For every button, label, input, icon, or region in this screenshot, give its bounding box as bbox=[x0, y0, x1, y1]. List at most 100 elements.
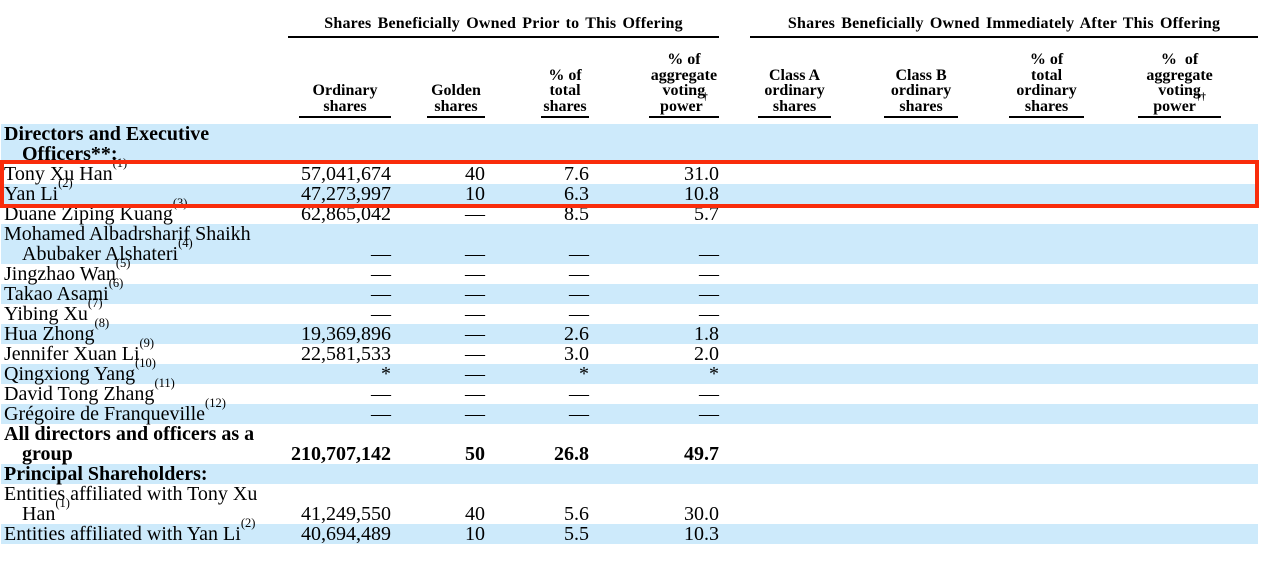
footnote-reference: (4) bbox=[178, 235, 193, 250]
cell-value bbox=[831, 464, 958, 484]
cell-value: 5.7 bbox=[694, 203, 720, 225]
column-header-0: Ordinary shares bbox=[288, 38, 391, 124]
row-label-line: Directors and Executive bbox=[4, 123, 210, 145]
column-header-6: % of total ordinary shares bbox=[958, 38, 1085, 124]
cell-value: 3.0 bbox=[564, 343, 589, 365]
cell-value bbox=[958, 284, 1084, 304]
cell-value: — bbox=[371, 303, 391, 325]
row-label-line: Jingzhao Wan(5) bbox=[4, 255, 131, 285]
footnote-reference: (2) bbox=[58, 175, 73, 190]
table-row: Qingxiong Yang(10) * — * * bbox=[1, 357, 1259, 385]
row-label: Principal Shareholders: bbox=[1, 464, 288, 484]
table-row: David Tong Zhang(11) — — — — bbox=[1, 375, 1258, 405]
table-row: Yan Li(2) 47,273,997 10 6.3 10.8 bbox=[1, 175, 1259, 205]
row-label-line: Tony Xu Han(1) bbox=[4, 155, 128, 185]
footnote-reference: (11) bbox=[154, 375, 175, 390]
cell-value bbox=[831, 124, 958, 164]
cell-value: — bbox=[699, 383, 720, 405]
cell-value bbox=[1084, 164, 1258, 184]
cell-value bbox=[958, 304, 1084, 324]
cell-value: * bbox=[709, 363, 720, 385]
cell-value bbox=[831, 164, 958, 184]
column-header-7: % of aggregate voting power†† bbox=[1084, 38, 1258, 124]
row-label: Grégoire de Franqueville(12) bbox=[1, 395, 288, 425]
cell-value: 40,694,489 bbox=[301, 523, 391, 545]
cell-value bbox=[958, 264, 1084, 284]
cell-value bbox=[958, 124, 1084, 164]
row-label-line: Yan Li(2) bbox=[4, 175, 73, 205]
cell-value: — bbox=[699, 403, 720, 425]
cell-value bbox=[589, 464, 719, 484]
cell-value bbox=[958, 524, 1084, 544]
beneficial-ownership-table: Shares Beneficially Owned Prior to This … bbox=[0, 14, 1259, 545]
cell-value bbox=[958, 324, 1084, 344]
cell-value bbox=[831, 324, 958, 344]
row-label-line: group bbox=[22, 443, 73, 465]
cell-value: — bbox=[569, 383, 589, 405]
footnote-marker: †† bbox=[1195, 92, 1206, 104]
row-label-line: Principal Shareholders: bbox=[4, 463, 208, 485]
cell-value bbox=[831, 224, 958, 264]
column-header-rule-3: % of aggregate voting power† bbox=[648, 52, 720, 118]
cell-value: 30.0 bbox=[684, 503, 720, 525]
cell-value: 22,581,533 bbox=[301, 343, 391, 365]
cell-value: 5.5 bbox=[564, 523, 589, 545]
table-row: Tony Xu Han(1) 57,041,674 40 7.6 31.0 bbox=[1, 155, 1258, 185]
cell-value bbox=[1084, 324, 1258, 344]
row-label: All directors and officers as a group bbox=[1, 424, 288, 464]
cell-value bbox=[1084, 464, 1258, 484]
cell-value bbox=[958, 364, 1084, 384]
cell-value: — bbox=[569, 403, 589, 425]
column-header-rule-2: % of total shares bbox=[541, 67, 589, 118]
cell-value: — bbox=[699, 303, 720, 325]
cell-value bbox=[831, 384, 958, 404]
cell-value bbox=[719, 424, 831, 464]
cell-value: 2.0 bbox=[694, 343, 720, 365]
cell-value bbox=[831, 524, 958, 544]
table-row: Entities affiliated with Tony Xu Han(1) 41… bbox=[1, 484, 1258, 524]
cell-value: — bbox=[465, 383, 485, 405]
cell-value bbox=[1084, 384, 1258, 404]
cell-value bbox=[1084, 304, 1258, 324]
footnote-reference: (2) bbox=[240, 515, 256, 530]
cell-value bbox=[958, 344, 1084, 364]
group-header-after-rule: Shares Beneficially Owned Immediately Af… bbox=[750, 14, 1259, 38]
cell-value bbox=[958, 484, 1084, 524]
row-label-line: Duane Ziping Kuang(3) bbox=[4, 195, 188, 225]
cell-value: — bbox=[699, 283, 720, 305]
row-label-line: Grégoire de Franqueville(12) bbox=[4, 395, 226, 425]
table-row: Duane Ziping Kuang(3) 62,865,042 — 8.5 5.7 bbox=[1, 195, 1258, 225]
cell-value bbox=[719, 124, 831, 164]
row-label-line: David Tong Zhang(11) bbox=[4, 375, 175, 405]
row-label: Mohamed Albadrsharif Shaikh Abubaker Alsh… bbox=[1, 224, 288, 264]
cell-value: — bbox=[371, 243, 391, 265]
cell-value bbox=[958, 404, 1084, 424]
cell-value: 49.7 bbox=[684, 443, 720, 465]
column-header-3: % of aggregate voting power† bbox=[589, 38, 720, 124]
cell-value: — bbox=[371, 383, 391, 405]
cell-value: 8.5 bbox=[564, 203, 589, 225]
footnote-reference: (1) bbox=[112, 155, 128, 170]
cell-value: * bbox=[381, 363, 391, 385]
row-label: Jennifer Xuan Li(9) bbox=[1, 337, 288, 364]
group-header-row: Shares Beneficially Owned Prior to This … bbox=[1, 14, 1259, 38]
cell-value bbox=[719, 404, 831, 424]
cell-value: 62,865,042 bbox=[301, 203, 391, 225]
cell-value bbox=[831, 204, 958, 224]
cell-value: 57,041,674 bbox=[301, 163, 391, 185]
table-row: Jennifer Xuan Li(9) 22,581,533 — 3.0 2.0 bbox=[1, 337, 1258, 365]
cell-value bbox=[391, 464, 485, 484]
table-row: Entities affiliated with Yan Li(2) 40,694… bbox=[1, 517, 1259, 545]
cell-value: 2.6 bbox=[564, 323, 589, 345]
column-header-1: Golden shares bbox=[391, 38, 485, 124]
cell-value bbox=[719, 204, 831, 224]
cell-value: 50 bbox=[465, 443, 485, 465]
footnote-reference: (1) bbox=[55, 495, 70, 510]
cell-value bbox=[958, 164, 1084, 184]
cell-value bbox=[958, 424, 1084, 464]
cell-value bbox=[589, 124, 719, 164]
cell-value bbox=[1084, 404, 1258, 424]
cell-value: — bbox=[569, 243, 589, 265]
